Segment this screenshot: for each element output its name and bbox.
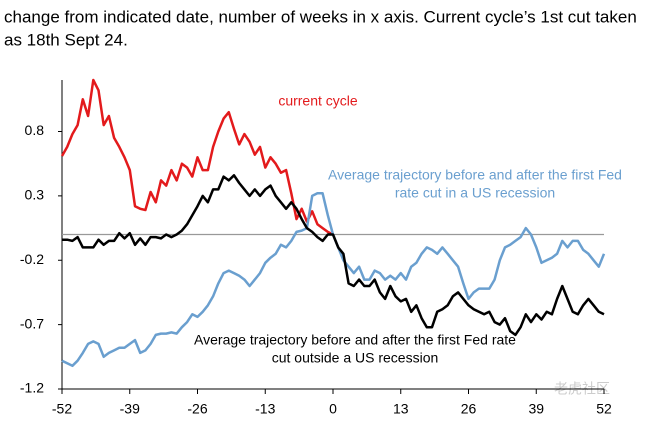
x-tick-label: 39	[528, 401, 544, 417]
series-label: rate cut in a US recession	[395, 185, 555, 201]
x-tick-label: 52	[596, 401, 612, 417]
y-tick-label: -1.2	[20, 380, 44, 396]
x-tick-label: -52	[52, 401, 72, 417]
y-tick-label: 0.3	[25, 187, 45, 203]
y-tick-label: 0.8	[25, 122, 45, 138]
series-label: Average trajectory before and after the …	[194, 332, 516, 348]
chart-title: change from indicated date, number of we…	[4, 7, 637, 26]
series-line	[62, 174, 605, 337]
series-label: current cycle	[278, 93, 358, 109]
x-tick-label: 26	[461, 401, 477, 417]
y-tick-label: -0.7	[20, 315, 44, 331]
series-label: cut outside a US recession	[272, 350, 439, 366]
series-line	[60, 78, 334, 236]
y-tick-label: -0.2	[20, 251, 44, 267]
chart-title: as 18th Sept 24.	[4, 30, 128, 49]
x-tick-label: 0	[329, 401, 337, 417]
x-tick-label: 13	[393, 401, 409, 417]
x-tick-label: -39	[120, 401, 140, 417]
x-tick-label: -26	[187, 401, 207, 417]
series-label: Average trajectory before and after the …	[328, 167, 622, 183]
x-tick-label: -13	[255, 401, 275, 417]
